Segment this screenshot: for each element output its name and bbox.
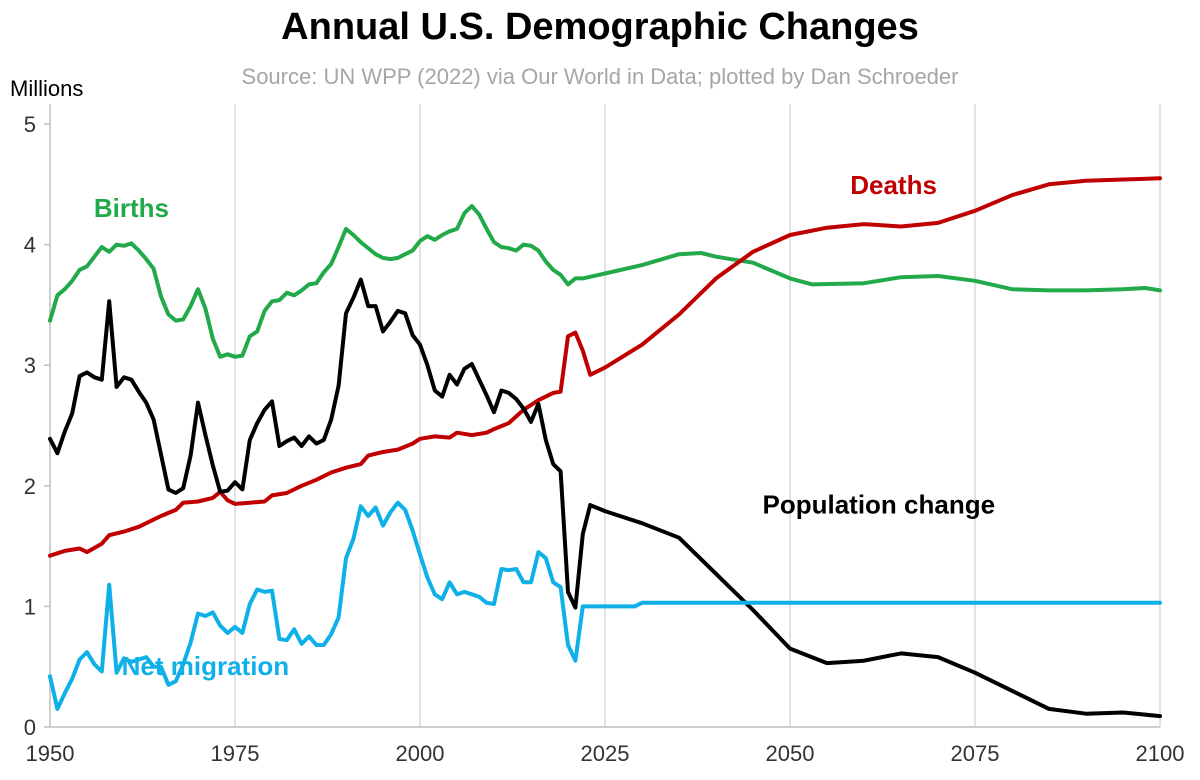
y-tick-label: 3 <box>24 353 36 378</box>
x-tick-label: 2050 <box>766 741 815 766</box>
x-tick-label: 1975 <box>211 741 260 766</box>
y-tick-label: 5 <box>24 112 36 137</box>
chart-title: Annual U.S. Demographic Changes <box>281 6 919 48</box>
x-tick-label: 2075 <box>951 741 1000 766</box>
series-labels: Births Deaths Population change Net migrati… <box>94 170 995 681</box>
series-line-deaths <box>48 176 1162 558</box>
axes: 1950 1975 2000 2025 2050 2075 2100 0 1 2 3 4 5 <box>24 104 1185 766</box>
grid-lines <box>234 104 1161 727</box>
y-axis-label: Millions <box>10 76 83 101</box>
y-tick-label: 0 <box>24 715 36 740</box>
x-tick-label: 1950 <box>26 741 75 766</box>
series-label-population-change: Population change <box>763 490 996 520</box>
y-tick-label: 1 <box>24 594 36 619</box>
y-tick-label: 2 <box>24 474 36 499</box>
y-tick-label: 4 <box>24 233 36 258</box>
series-label-births: Births <box>94 193 169 223</box>
chart-subtitle-text: Source: UN WPP (2022) via Our World in D… <box>241 64 959 89</box>
series-lines <box>48 176 1162 719</box>
series-line-population-change <box>48 277 1162 719</box>
series-label-net-migration: Net migration <box>122 651 290 681</box>
series-line-net-migration <box>48 500 1162 711</box>
x-tick-label: 2025 <box>581 741 630 766</box>
series-line-births <box>48 204 1162 359</box>
x-tick-label: 2000 <box>396 741 445 766</box>
series-label-deaths: Deaths <box>850 170 937 200</box>
chart-subtitle: Source: UN WPP (2022) via Our World in D… <box>0 64 1200 90</box>
x-tick-label: 2100 <box>1136 741 1185 766</box>
